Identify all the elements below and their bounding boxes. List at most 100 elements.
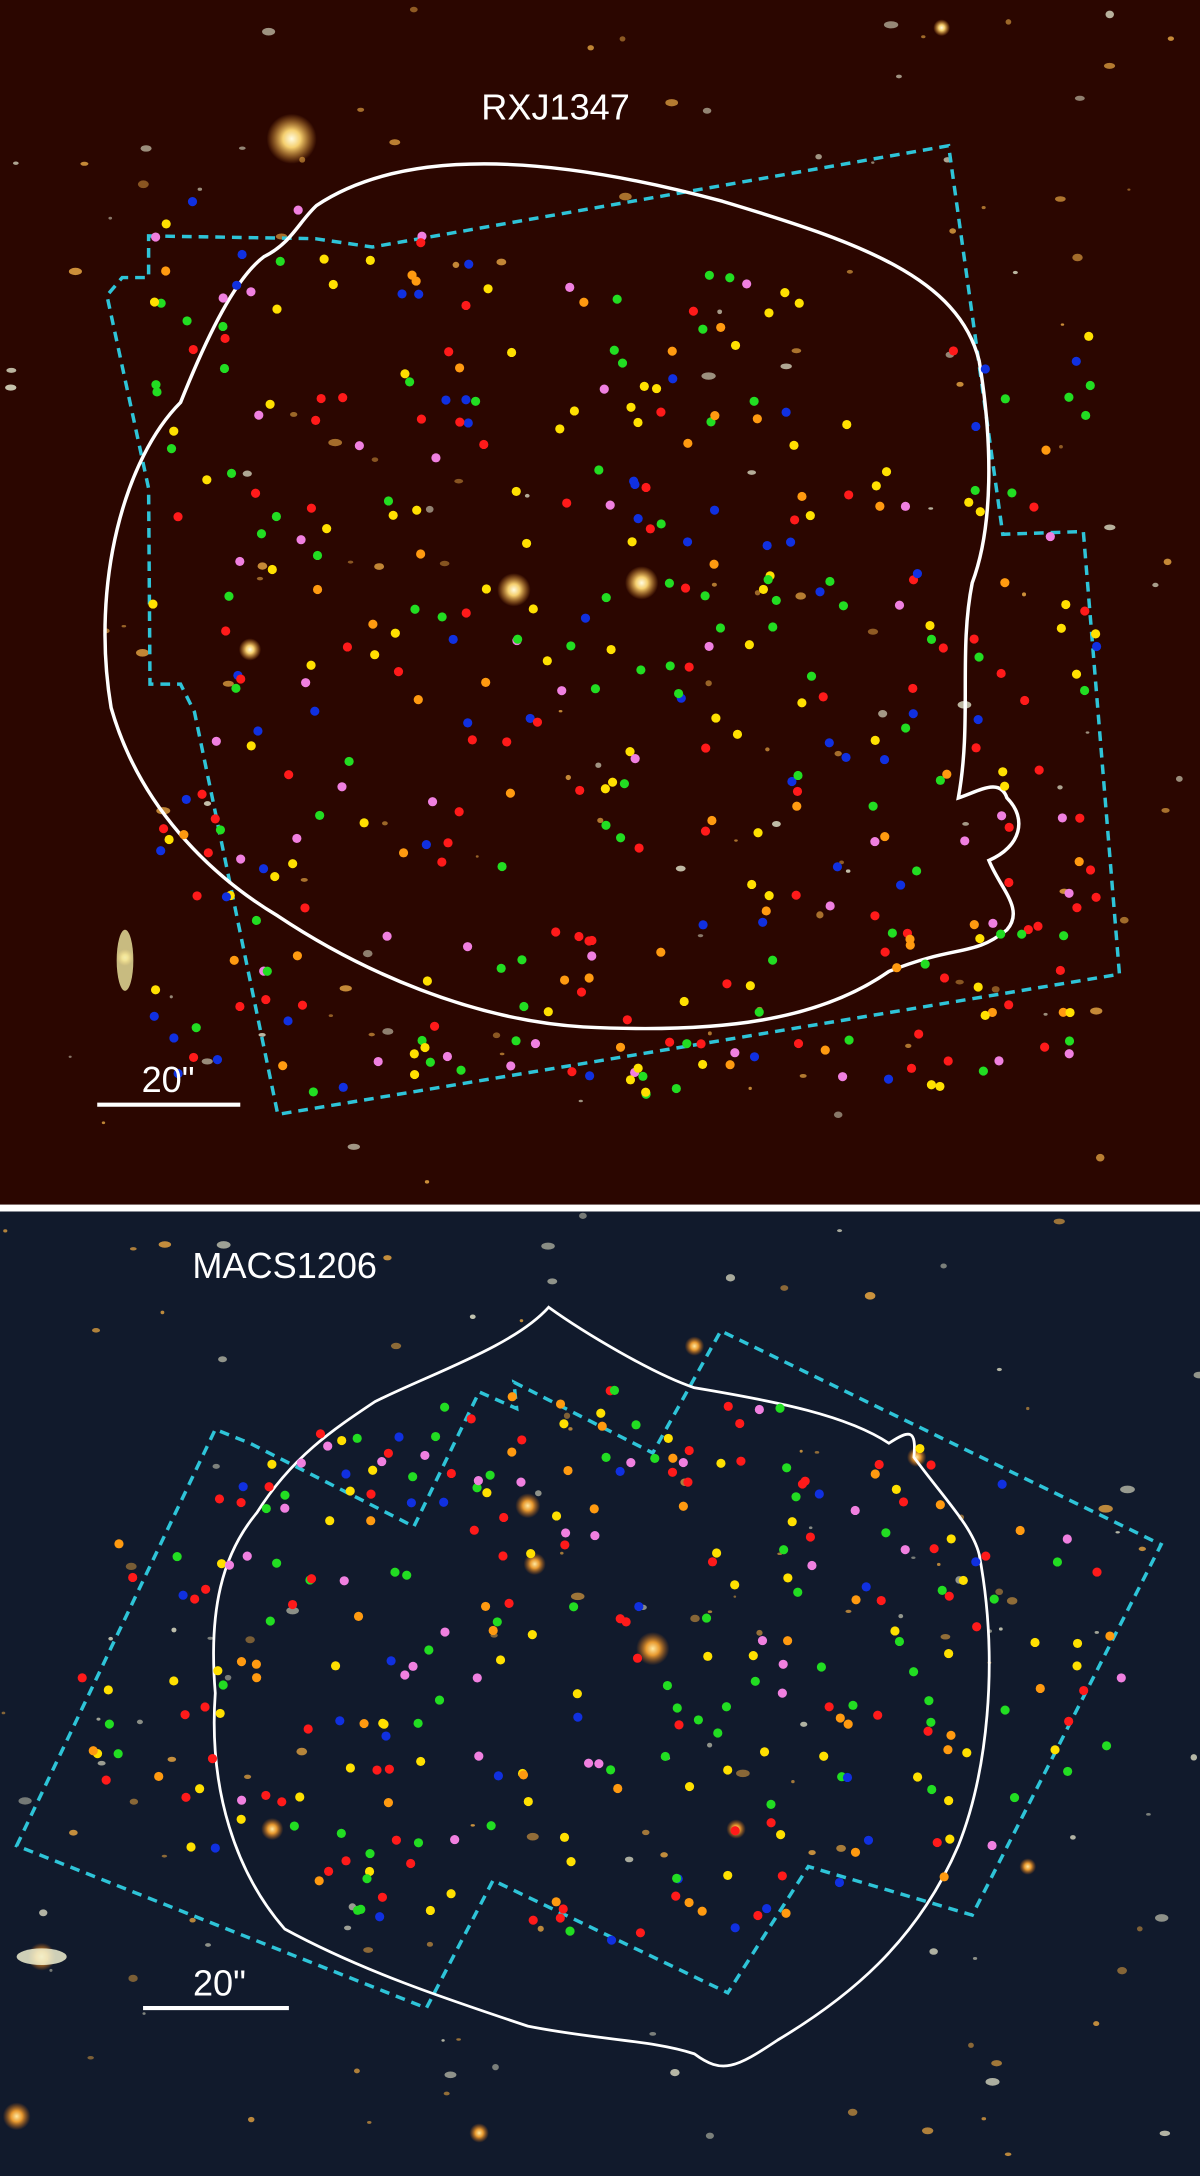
source-marker	[420, 1450, 430, 1460]
source-marker	[974, 652, 984, 662]
source-marker	[258, 864, 269, 874]
source-marker	[1064, 1716, 1074, 1726]
source-marker	[850, 1505, 860, 1516]
source-marker	[216, 1559, 227, 1569]
source-marker	[565, 282, 575, 292]
source-marker	[1064, 1049, 1074, 1059]
source-marker	[892, 963, 902, 973]
source-marker	[713, 1728, 723, 1738]
source-marker	[881, 1528, 891, 1538]
galaxy	[80, 161, 89, 166]
source-marker	[104, 1719, 114, 1729]
source-marker	[684, 662, 694, 672]
source-marker	[650, 1453, 660, 1463]
source-marker	[1064, 392, 1074, 402]
source-marker	[908, 709, 918, 719]
galaxy	[541, 1242, 555, 1250]
galaxy	[526, 1832, 539, 1841]
source-marker	[434, 1695, 445, 1705]
source-marker	[587, 935, 597, 946]
source-marker	[613, 1783, 623, 1794]
source-marker	[787, 1517, 797, 1527]
galaxy	[537, 1925, 544, 1932]
source-marker	[1064, 888, 1074, 898]
source-marker	[464, 259, 474, 269]
source-marker	[443, 838, 453, 848]
source-marker	[563, 1465, 573, 1476]
source-marker	[366, 1516, 376, 1526]
galaxy	[871, 161, 875, 164]
source-marker	[721, 1702, 732, 1712]
source-marker	[626, 402, 636, 412]
source-marker	[237, 249, 247, 260]
source-marker	[780, 288, 790, 298]
galaxy	[443, 2091, 450, 2096]
source-marker	[615, 1042, 626, 1052]
galaxy	[444, 2071, 457, 2079]
source-marker	[656, 947, 666, 957]
source-marker	[455, 417, 465, 427]
galaxy	[347, 560, 354, 564]
source-marker	[960, 836, 970, 846]
source-marker	[680, 583, 691, 593]
source-marker	[973, 982, 983, 992]
galaxy	[197, 187, 203, 191]
source-marker	[1052, 1557, 1063, 1567]
galaxy	[962, 822, 970, 826]
source-marker	[542, 656, 552, 666]
galaxy	[968, 2042, 974, 2048]
source-marker	[523, 1796, 533, 1807]
source-marker	[215, 1708, 225, 1718]
source-marker	[1056, 623, 1066, 633]
source-marker	[601, 820, 611, 830]
source-marker	[179, 830, 189, 840]
source-marker	[211, 736, 221, 746]
source-marker	[605, 500, 615, 510]
source-marker	[429, 1021, 440, 1031]
source-marker	[745, 981, 755, 991]
source-marker	[337, 782, 347, 792]
source-marker	[444, 347, 454, 357]
source-marker	[863, 1835, 874, 1845]
galaxy	[535, 1490, 542, 1497]
panel-background	[0, 0, 1200, 1205]
source-marker	[816, 1662, 826, 1672]
source-marker	[446, 1889, 456, 1899]
source-marker	[377, 1457, 387, 1467]
source-marker	[308, 1087, 318, 1097]
source-marker	[748, 1651, 758, 1661]
source-marker	[634, 843, 644, 853]
galaxy	[736, 1769, 750, 1778]
galaxy	[189, 1917, 196, 1923]
source-marker	[776, 1830, 786, 1840]
source-marker	[77, 1673, 87, 1683]
source-marker	[221, 892, 232, 902]
galaxy	[940, 1263, 947, 1269]
source-marker	[506, 1061, 516, 1071]
source-marker	[271, 511, 281, 522]
source-marker	[425, 1057, 435, 1067]
source-marker	[393, 667, 404, 677]
source-marker	[150, 985, 161, 995]
galaxy	[846, 269, 853, 274]
source-marker	[684, 1781, 695, 1792]
source-marker	[980, 364, 990, 374]
source-marker	[747, 879, 757, 890]
source-marker	[585, 1071, 595, 1081]
source-marker	[270, 871, 280, 882]
source-marker	[766, 1799, 776, 1809]
galaxy	[814, 1451, 820, 1454]
source-marker	[383, 1448, 393, 1458]
source-marker	[421, 840, 431, 850]
source-marker	[639, 381, 649, 391]
source-marker	[678, 1457, 688, 1468]
source-marker	[559, 1832, 570, 1842]
source-marker	[632, 1653, 643, 1663]
source-marker	[1009, 1793, 1020, 1803]
source-marker	[707, 1557, 718, 1567]
source-marker	[987, 1840, 997, 1851]
source-marker	[814, 1489, 824, 1499]
source-marker	[696, 1039, 706, 1049]
source-marker	[559, 1419, 569, 1429]
